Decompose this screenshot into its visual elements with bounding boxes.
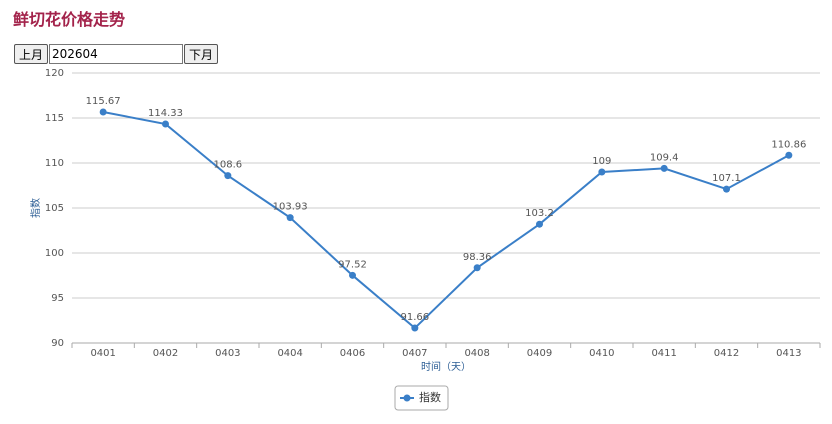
y-axis-label: 指数 [29,198,42,218]
data-point [349,271,356,279]
x-tick-label: 0410 [589,348,614,359]
x-tick-label: 0404 [277,348,302,359]
x-tick-label: 0413 [776,348,801,359]
legend-marker [403,394,411,402]
series-line [102,110,790,330]
data-point [411,324,419,332]
data-label: 103.2 [525,208,554,219]
data-label: 91.66 [401,312,430,323]
legend-box [394,385,449,411]
x-tick-label: 0402 [153,348,178,359]
legend-label: 指数 [419,390,441,404]
x-tick-label: 0409 [527,348,552,359]
data-label: 109.4 [650,152,679,163]
data-label: 110.86 [771,139,806,150]
data-label: 109 [592,156,611,167]
data-label: 115.67 [86,96,121,107]
data-point [224,172,232,180]
x-tick-label: 0407 [402,348,427,359]
x-tick-label: 0401 [90,348,115,359]
data-label: 107.1 [712,173,741,184]
y-tick-label: 105 [45,203,64,214]
y-tick-label: 120 [45,68,64,79]
data-point [473,264,481,272]
data-point [785,151,793,159]
data-point [598,168,606,176]
data-label: 97.52 [338,259,367,270]
x-tick-label: 0408 [464,348,489,359]
data-label: 98.36 [463,252,492,263]
data-label: 108.6 [214,160,243,171]
data-point [162,120,169,128]
y-tick-label: 110 [45,158,64,169]
x-tick-label: 0406 [340,348,365,359]
y-tick-label: 100 [45,248,64,259]
data-label: 114.33 [148,108,183,119]
data-point [660,164,668,172]
data-point [723,185,730,193]
next-month-button[interactable]: 下月 [184,44,219,64]
x-tick-label: 0403 [215,348,240,359]
data-point [286,214,294,222]
data-point [536,220,543,228]
y-tick-label: 90 [51,338,64,349]
x-axis-label: 时间（天） [421,360,471,373]
prev-month-button[interactable]: 上月 [14,44,49,64]
x-tick-label: 0412 [714,348,739,359]
month-input[interactable]: 202604 [49,44,183,64]
data-label: 103.93 [273,202,308,213]
y-tick-label: 115 [45,113,64,124]
x-tick-label: 0411 [651,348,676,359]
data-point [99,108,107,116]
y-tick-label: 95 [51,293,64,304]
page-title: 鲜切花价格走势 [13,10,126,29]
